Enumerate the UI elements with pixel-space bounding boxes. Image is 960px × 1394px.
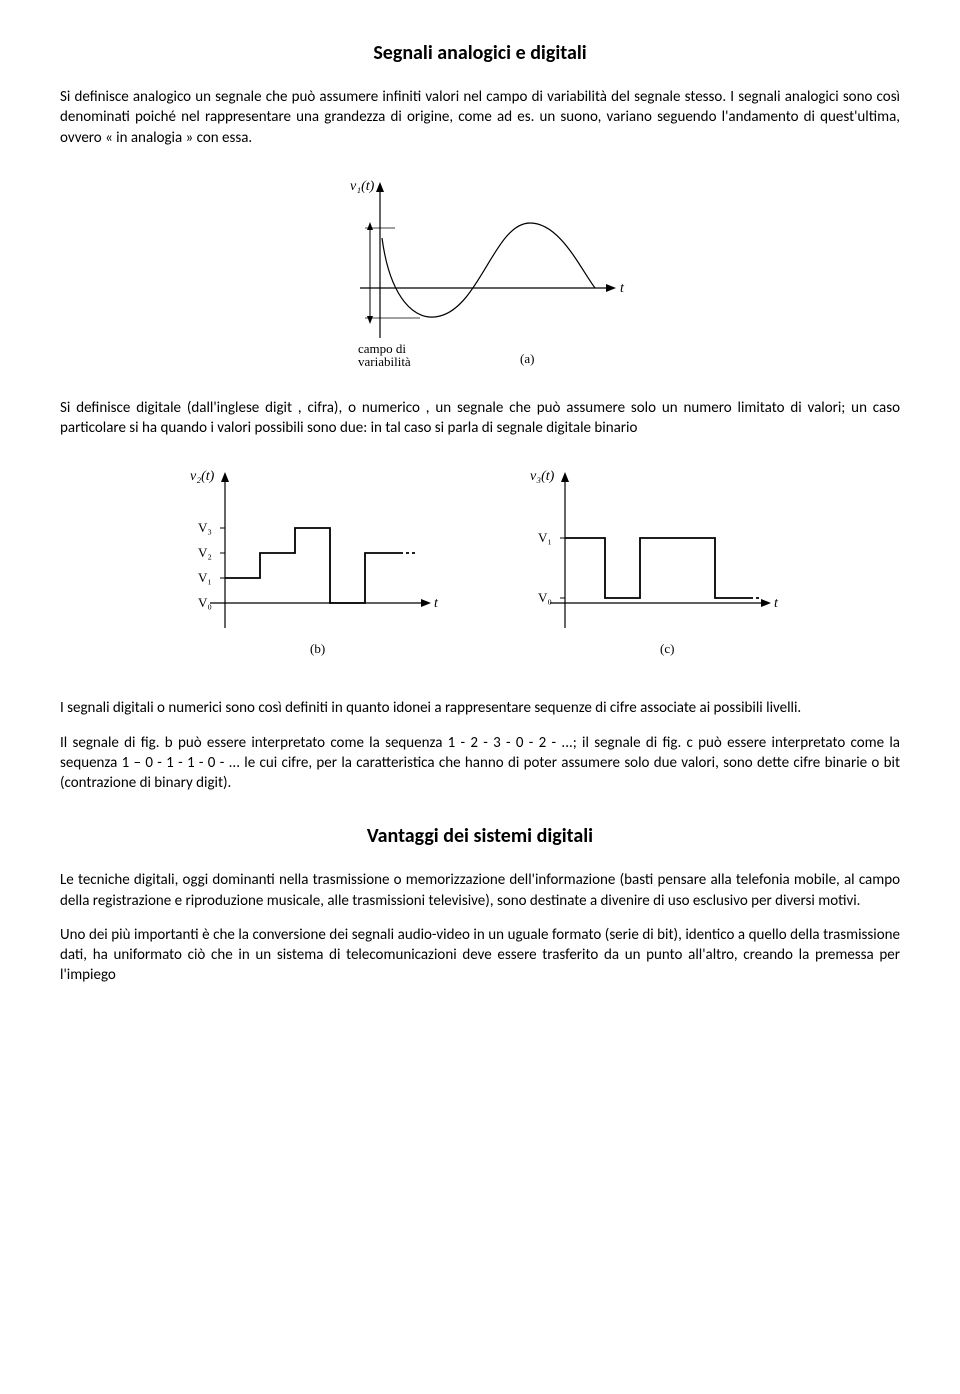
fig-c-tick-v1: V₁ (538, 530, 552, 545)
fig-c-xlabel: t (774, 596, 779, 611)
fig-b-tick-v3: V₃ (198, 520, 212, 535)
fig-b-tick-v1: V₁ (198, 570, 212, 585)
fig-a-ylabel: v₁(t) (350, 179, 375, 194)
paragraph-6: Uno dei più importanti è che la conversi… (60, 925, 900, 986)
fig-a-xlabel: t (620, 281, 625, 296)
paragraph-2: Si definisce digitale (dall'inglese digi… (60, 398, 900, 439)
paragraph-3: I segnali digitali o numerici sono così … (60, 698, 900, 718)
fig-b-ylabel: v₂(t) (190, 469, 215, 484)
fig-b-tick-v2: V₂ (198, 545, 212, 560)
fig-b-caption: (b) (310, 641, 325, 656)
paragraph-4: Il segnale di fig. b può essere interpre… (60, 733, 900, 794)
fig-c-caption: (c) (660, 641, 674, 656)
figure-a: v₁(t) t campo di variabilità (a) (60, 168, 900, 378)
heading-2: Vantaggi dei sistemi digitali (60, 823, 900, 850)
figure-b: v₂(t) t V₃ V₂ V₁ V₀ (b) (170, 458, 450, 668)
paragraph-1: Si definisce analogico un segnale che pu… (60, 87, 900, 148)
page-title: Segnali analogici e digitali (60, 40, 900, 67)
figure-c: v₃(t) t V₁ V₀ (c) (510, 458, 790, 668)
fig-b-xlabel: t (434, 596, 439, 611)
paragraph-5: Le tecniche digitali, oggi dominanti nel… (60, 870, 900, 911)
fig-a-note-2: variabilità (358, 354, 411, 369)
fig-c-ylabel: v₃(t) (530, 469, 555, 484)
fig-c-tick-v0: V₀ (538, 590, 552, 605)
fig-a-caption: (a) (520, 351, 534, 366)
fig-b-tick-v0: V₀ (198, 595, 212, 610)
